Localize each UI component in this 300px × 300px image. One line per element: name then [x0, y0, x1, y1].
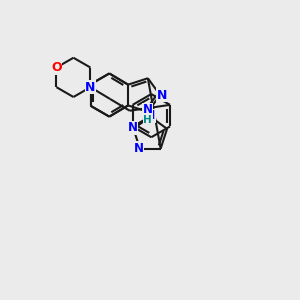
- Text: N: N: [85, 81, 96, 94]
- Text: O: O: [51, 61, 62, 74]
- Text: N: N: [134, 142, 144, 155]
- Text: H: H: [143, 115, 152, 125]
- Text: N: N: [128, 122, 137, 134]
- Text: N: N: [145, 109, 155, 122]
- Text: N: N: [157, 88, 167, 101]
- Text: N: N: [143, 103, 153, 116]
